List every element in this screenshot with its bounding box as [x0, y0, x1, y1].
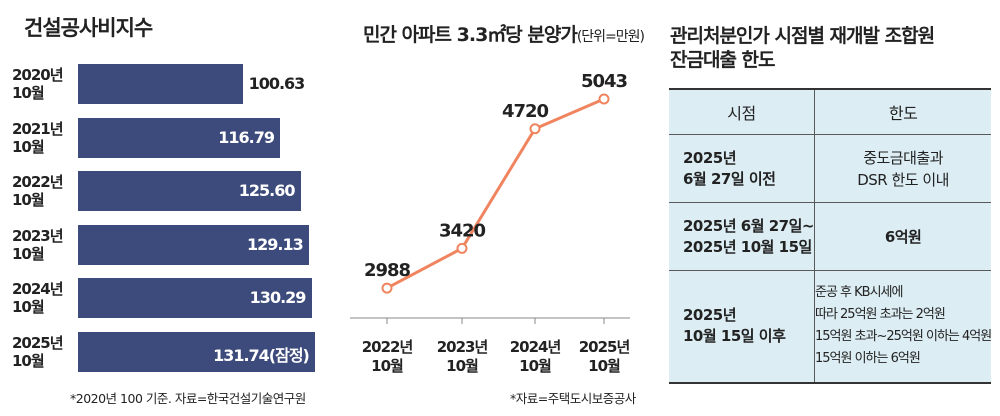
- bar: [78, 64, 243, 104]
- x-tick-label: 2024년: [510, 338, 561, 356]
- bar-category-label: 2025년 10월: [12, 333, 64, 370]
- row-time: 2025년 10월 15일 이후: [669, 270, 815, 384]
- bar-category-label: 2023년 10월: [12, 226, 64, 263]
- x-tick-label: 10월: [446, 357, 478, 375]
- bar-chart-title: 건설공사비지수: [24, 16, 153, 40]
- bar-category-label: 2024년 10월: [12, 280, 64, 316]
- bar-chart-note: *2020년 100 기준. 자료=한국건설기술연구원: [70, 391, 306, 406]
- line-chart-title: 민간 아파트 3.3㎡당 분양가(단위=만원): [363, 20, 645, 47]
- series-line: [386, 97, 605, 290]
- line-chart-title-text: 민간 아파트 3.3㎡당 분양가: [363, 24, 578, 46]
- row-limit: 6억원: [813, 202, 992, 271]
- table-title: 관리처분인가 시점별 재개발 조합원 잔금대출 한도: [670, 25, 935, 71]
- bar-value-label: 125.60: [238, 181, 296, 200]
- data-label: 4720: [502, 101, 549, 122]
- line-chart-unit: (단위=만원): [576, 29, 645, 45]
- loan-limit-table: 시점 한도 2025년 6월 27일 이전 중도금대출과 DSR 한도 이내 2…: [669, 88, 992, 384]
- data-point: [529, 123, 541, 135]
- bar-value-label: 100.63: [248, 74, 306, 93]
- header-time: 시점: [669, 88, 815, 135]
- header-limit: 한도: [813, 88, 992, 135]
- x-tick-label: 2023년: [437, 338, 488, 356]
- x-tick-label: 10월: [588, 357, 620, 375]
- bar-category-label: 2022년 10월: [12, 173, 64, 209]
- bar: [78, 224, 309, 265]
- table-header-row: 시점 한도: [669, 88, 992, 135]
- bar-category-label: 2020년 10월: [12, 66, 64, 102]
- bar: [78, 117, 281, 158]
- bar: [78, 331, 316, 372]
- x-tick-label: 2022년: [362, 338, 413, 356]
- table-row: 2025년 6월 27일~ 2025년 10월 15일 6억원: [669, 202, 992, 271]
- bar-value-label: 116.79: [218, 127, 275, 147]
- x-tick-label: 10월: [519, 357, 551, 375]
- row-time: 2025년 6월 27일~ 2025년 10월 15일: [669, 202, 815, 271]
- row-limit: 준공 후 KB시세에 따라 25억원 초과는 2억원 15억원 초과~25억원 …: [813, 270, 992, 384]
- table-row: 2025년 10월 15일 이후 준공 후 KB시세에 따라 25억원 초과는 …: [669, 270, 992, 384]
- bar: [78, 278, 312, 318]
- data-label: 2988: [364, 260, 411, 281]
- x-tick-label: 10월: [371, 357, 403, 375]
- data-label: 5043: [581, 71, 628, 92]
- row-limit: 중도금대출과 DSR 한도 이내: [813, 134, 992, 203]
- table-row: 2025년 6월 27일 이전 중도금대출과 DSR 한도 이내: [669, 134, 992, 203]
- x-tick-label: 2025년: [579, 338, 630, 356]
- data-point: [456, 242, 468, 254]
- data-point: [598, 93, 610, 105]
- line-chart: 2022년10월2023년10월2024년10월2025년10월29883420…: [350, 71, 630, 375]
- bar-value-label: 131.74(잠정): [213, 345, 310, 365]
- bar-category-label: 2021년 10월: [12, 119, 64, 156]
- line-chart-source: *자료=주택도시보증공사: [510, 391, 636, 406]
- data-point: [381, 282, 393, 294]
- bar-value-label: 129.13: [246, 234, 304, 254]
- data-label: 3420: [439, 220, 486, 241]
- row-time: 2025년 6월 27일 이전: [669, 134, 815, 203]
- bar-value-label: 130.29: [249, 288, 307, 307]
- bar-chart: 2020년 10월 100.63 2021년 10월 116.79 2022년 10월 1…: [0, 0, 340, 416]
- bar: [78, 171, 301, 211]
